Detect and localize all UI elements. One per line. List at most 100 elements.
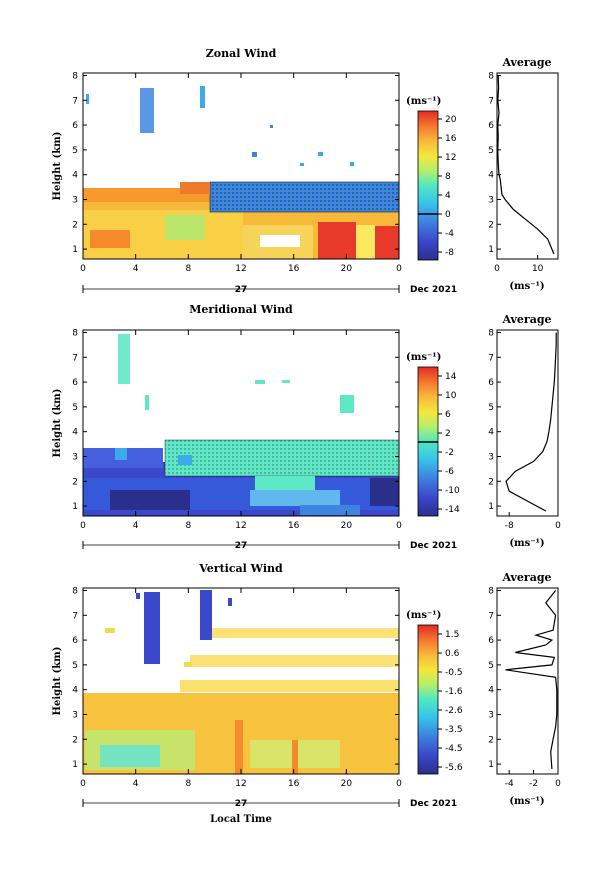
heatmap-region	[300, 163, 304, 166]
colorbar-tick-label: -3.5	[445, 725, 463, 735]
y-ticks: 1 2 3 4 5 6 7 8	[72, 328, 399, 512]
average-unit: (ms⁻¹)	[509, 281, 544, 292]
y-tick-label: 7	[72, 611, 78, 621]
heatmap-region	[252, 152, 257, 157]
y-ticks: 1 2 3 4 5 6 7 8	[72, 586, 399, 770]
y-tick-label: 8	[72, 586, 78, 596]
x-tick-label: 0	[396, 264, 402, 274]
heatmap-region	[110, 490, 190, 510]
average-frame	[496, 587, 559, 775]
colorbar-unit: (ms⁻¹)	[406, 96, 441, 107]
average-unit: (ms⁻¹)	[509, 538, 544, 549]
x-ticks: 0 4 8 12 16 20 0	[80, 73, 402, 274]
y-tick-label: 3	[72, 195, 78, 205]
avg-y-tick-label: 8	[488, 71, 494, 81]
day-label: 27	[235, 541, 248, 551]
x-tick-label: 8	[185, 264, 191, 274]
y-tick-label: 4	[72, 686, 78, 696]
y-tick-label: 8	[72, 71, 78, 81]
colorbar-tick-label: 20	[445, 115, 457, 125]
heatmap-region	[318, 152, 323, 156]
x-ticks: 0 4 8 12 16 20 0	[80, 330, 402, 531]
x-tick-label: 0	[396, 779, 402, 789]
heatmap-region	[260, 235, 300, 247]
month-year-label: Dec 2021	[410, 799, 457, 809]
x-tick-label: 4	[133, 779, 139, 789]
avg-y-tick-label: 4	[488, 428, 494, 438]
y-tick-label: 7	[72, 353, 78, 363]
average-title: Average	[501, 571, 551, 584]
x-tick-label: 4	[133, 264, 139, 274]
colorbar-ticks: 20 16 12 8 4 0 -4 -8	[438, 115, 457, 258]
x-tick-label: 12	[235, 521, 246, 531]
heatmap-region	[370, 478, 399, 506]
y-axis-label: Height (km)	[52, 647, 63, 716]
day-label: 27	[235, 285, 248, 295]
avg-y-ticks: 1 2 3 4 5 6 7 8	[488, 328, 501, 512]
heatmap-region	[200, 86, 205, 108]
heatmap-region	[180, 680, 399, 692]
avg-x-tick-label: 10	[532, 264, 544, 274]
heatmap-region	[100, 745, 160, 767]
heatmap-region	[90, 230, 130, 248]
avg-y-tick-label: 3	[488, 195, 494, 205]
colorbar-tick-label: 2	[445, 429, 451, 439]
y-tick-label: 7	[72, 96, 78, 106]
colorbar-tick-label: -5.6	[445, 763, 463, 773]
heatmap-region	[270, 125, 273, 128]
x-tick-label: 16	[288, 779, 300, 789]
colorbar-tick-label: -14	[445, 505, 460, 515]
avg-x-ticks: -4 -2 0	[505, 770, 561, 789]
colorbar-tick-label: -2.6	[445, 706, 463, 716]
colorbar-tick-label: 4	[445, 191, 451, 201]
panel-title: Zonal Wind	[206, 47, 277, 60]
colorbar-tick-label: 10	[445, 391, 457, 401]
y-tick-label: 6	[72, 121, 78, 131]
x-tick-label: 0	[396, 521, 402, 531]
avg-x-ticks: -8 0	[505, 512, 561, 531]
avg-y-tick-label: 5	[488, 661, 494, 671]
y-tick-label: 6	[72, 378, 78, 388]
avg-y-tick-label: 6	[488, 636, 494, 646]
heatmap-region	[210, 182, 399, 212]
colorbar-ticks: 14 10 6 2 -2 -6 -10 -14	[438, 372, 460, 515]
avg-y-tick-label: 5	[488, 403, 494, 413]
heatmap-region	[340, 395, 354, 413]
y-ticks: 1 2 3 4 5 6 7 8	[72, 71, 399, 255]
avg-y-tick-label: 2	[488, 477, 494, 487]
heatmap-region	[255, 476, 315, 490]
avg-y-tick-label: 3	[488, 710, 494, 720]
average-frame	[496, 329, 559, 517]
x-tick-label: 16	[288, 264, 300, 274]
heatmap-region	[145, 395, 149, 410]
average-unit: (ms⁻¹)	[509, 796, 544, 807]
colorbar-tick-label: 1.5	[445, 630, 459, 640]
heatmap-region	[165, 440, 399, 476]
average-title: Average	[501, 56, 551, 69]
colorbar-tick-label: 16	[445, 134, 457, 144]
colorbar-tick-label: -10	[445, 486, 460, 496]
colorbar-tick-label: 6	[445, 410, 451, 420]
heatmap-region	[350, 162, 354, 166]
x-tick-label: 8	[185, 779, 191, 789]
average-profile-line	[505, 332, 557, 512]
panel-title: Meridional Wind	[189, 303, 293, 316]
y-tick-label: 5	[72, 403, 78, 413]
colorbar-tick-label: 12	[445, 153, 456, 163]
y-axis-label: Height (km)	[52, 389, 63, 458]
panel-zonal-wind: Zonal Wind	[52, 47, 559, 295]
avg-y-tick-label: 8	[488, 328, 494, 338]
heatmap-region	[228, 598, 232, 606]
heatmap-region	[178, 455, 192, 465]
heatmap-region	[200, 590, 212, 640]
heatmap-region	[318, 222, 356, 259]
heatmap-region	[165, 215, 205, 240]
avg-y-ticks: 1 2 3 4 5 6 7 8	[488, 586, 501, 770]
heatmap-area	[83, 330, 400, 516]
colorbar-tick-label: 0.6	[445, 649, 460, 659]
y-axis-label: Height (km)	[52, 132, 63, 201]
average-profile-line	[497, 75, 555, 255]
x-tick-label: 12	[235, 264, 246, 274]
avg-y-tick-label: 2	[488, 735, 494, 745]
